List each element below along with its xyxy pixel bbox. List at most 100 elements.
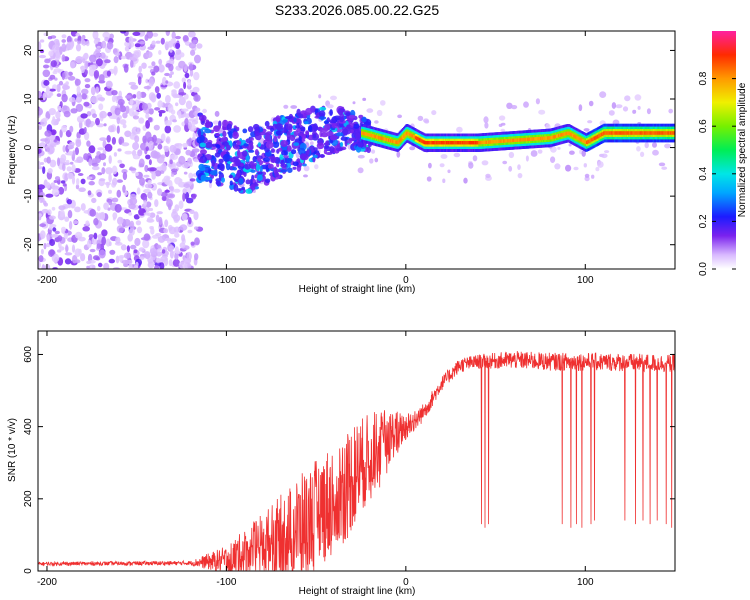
heatmap-cell (243, 143, 248, 147)
heatmap-cell (120, 119, 127, 125)
heatmap-cell (180, 242, 186, 248)
heatmap-cell (310, 141, 314, 145)
heatmap-cell (133, 94, 137, 98)
heatmap-cell (66, 160, 70, 163)
heatmap-cell (241, 187, 245, 190)
heatmap-cell (129, 263, 133, 272)
heatmap-cell (358, 167, 364, 173)
heatmap-cell (37, 184, 45, 189)
heatmap-cell (151, 94, 157, 103)
heatmap-cell (89, 55, 97, 63)
heatmap-cell (171, 174, 174, 177)
heatmap-cell (108, 190, 112, 194)
heatmap-cell (109, 259, 115, 264)
heatmap-cell (97, 172, 102, 175)
heatmap-cell (256, 164, 260, 172)
heatmap-cell (85, 220, 89, 225)
heatmap-cell (595, 167, 599, 171)
heatmap-cell (325, 140, 329, 146)
heatmap-cell (150, 248, 157, 255)
heatmap-cell (640, 152, 644, 157)
heatmap-cell (278, 148, 282, 152)
heatmap-cell (70, 62, 75, 69)
heatmap-cell (442, 179, 445, 184)
heatmap-cell (61, 43, 66, 52)
heatmap-cell (482, 160, 489, 165)
heatmap-cell (463, 178, 467, 184)
heatmap-cell (526, 155, 529, 161)
heatmap-cell (107, 42, 114, 50)
heatmap-cell (42, 209, 49, 214)
heatmap-cell (336, 147, 343, 151)
heatmap-cell (108, 200, 112, 206)
heatmap-cell (136, 220, 141, 225)
heatmap-cell (275, 123, 283, 130)
heatmap-cell (215, 111, 220, 117)
heatmap-cell (251, 184, 256, 190)
heatmap-cell (162, 249, 166, 253)
heatmap-cell (609, 110, 615, 116)
y-tick-label: -20 (23, 237, 34, 252)
heatmap-cell (52, 227, 56, 231)
heatmap-cell (156, 258, 161, 264)
heatmap-cell (329, 146, 334, 153)
heatmap-cell (175, 102, 178, 106)
heatmap-cell (290, 135, 296, 141)
heatmap-cell (318, 94, 321, 98)
heatmap-cell (119, 255, 125, 258)
heatmap-cell (39, 255, 44, 262)
heatmap-cell (274, 136, 278, 142)
heatmap-cell (253, 124, 259, 130)
heatmap-cell (36, 108, 43, 116)
heatmap-cell (174, 227, 181, 233)
heatmap-cell (632, 110, 636, 114)
heatmap-cell (171, 89, 177, 93)
heatmap-cell (169, 74, 172, 78)
heatmap-cell (423, 118, 429, 122)
heatmap-cell (154, 125, 160, 131)
heatmap-cell (179, 200, 184, 209)
heatmap-cell (661, 167, 667, 170)
heatmap-cell (164, 179, 170, 185)
heatmap-cell (226, 145, 231, 151)
heatmap-cell (145, 155, 150, 160)
heatmap-cell (81, 179, 86, 185)
heatmap-cell (664, 144, 671, 149)
heatmap-cell (229, 174, 232, 178)
heatmap-cell (194, 55, 201, 64)
heatmap-cell (40, 49, 44, 53)
heatmap-cell (78, 237, 86, 242)
heatmap-cell (61, 39, 66, 43)
heatmap-cell (276, 130, 283, 135)
heatmap-cell (274, 172, 279, 178)
heatmap-cell (276, 115, 281, 122)
heatmap-cell (39, 192, 45, 198)
heatmap-cell (83, 102, 89, 107)
heatmap-cell (234, 184, 239, 192)
heatmap-cell (313, 123, 318, 131)
heatmap-cell (192, 87, 199, 93)
heatmap-cell (409, 146, 415, 150)
heatmap-cell (195, 108, 200, 112)
spectrogram-xlabel: Height of straight line (km) (299, 284, 416, 295)
heatmap-cell (69, 126, 73, 133)
heatmap-cell (99, 250, 106, 259)
y-tick-label: -10 (23, 188, 34, 203)
heatmap-cell (136, 91, 141, 100)
heatmap-cell (104, 123, 107, 126)
heatmap-cell (191, 121, 195, 130)
heatmap-cell (87, 240, 92, 248)
heatmap-cell (584, 128, 590, 131)
heatmap-cell (78, 187, 86, 192)
heatmap-cell (62, 34, 67, 38)
heatmap-cell (85, 69, 88, 75)
heatmap-cell (132, 32, 140, 36)
heatmap-cell (40, 162, 44, 165)
heatmap-cell (336, 132, 343, 136)
y-tick-label: 600 (23, 346, 34, 363)
y-tick-label: 400 (23, 418, 34, 435)
heatmap-cell (192, 40, 198, 44)
heatmap-cell (54, 39, 60, 44)
heatmap-cell (50, 249, 55, 256)
heatmap-cell (78, 173, 84, 176)
